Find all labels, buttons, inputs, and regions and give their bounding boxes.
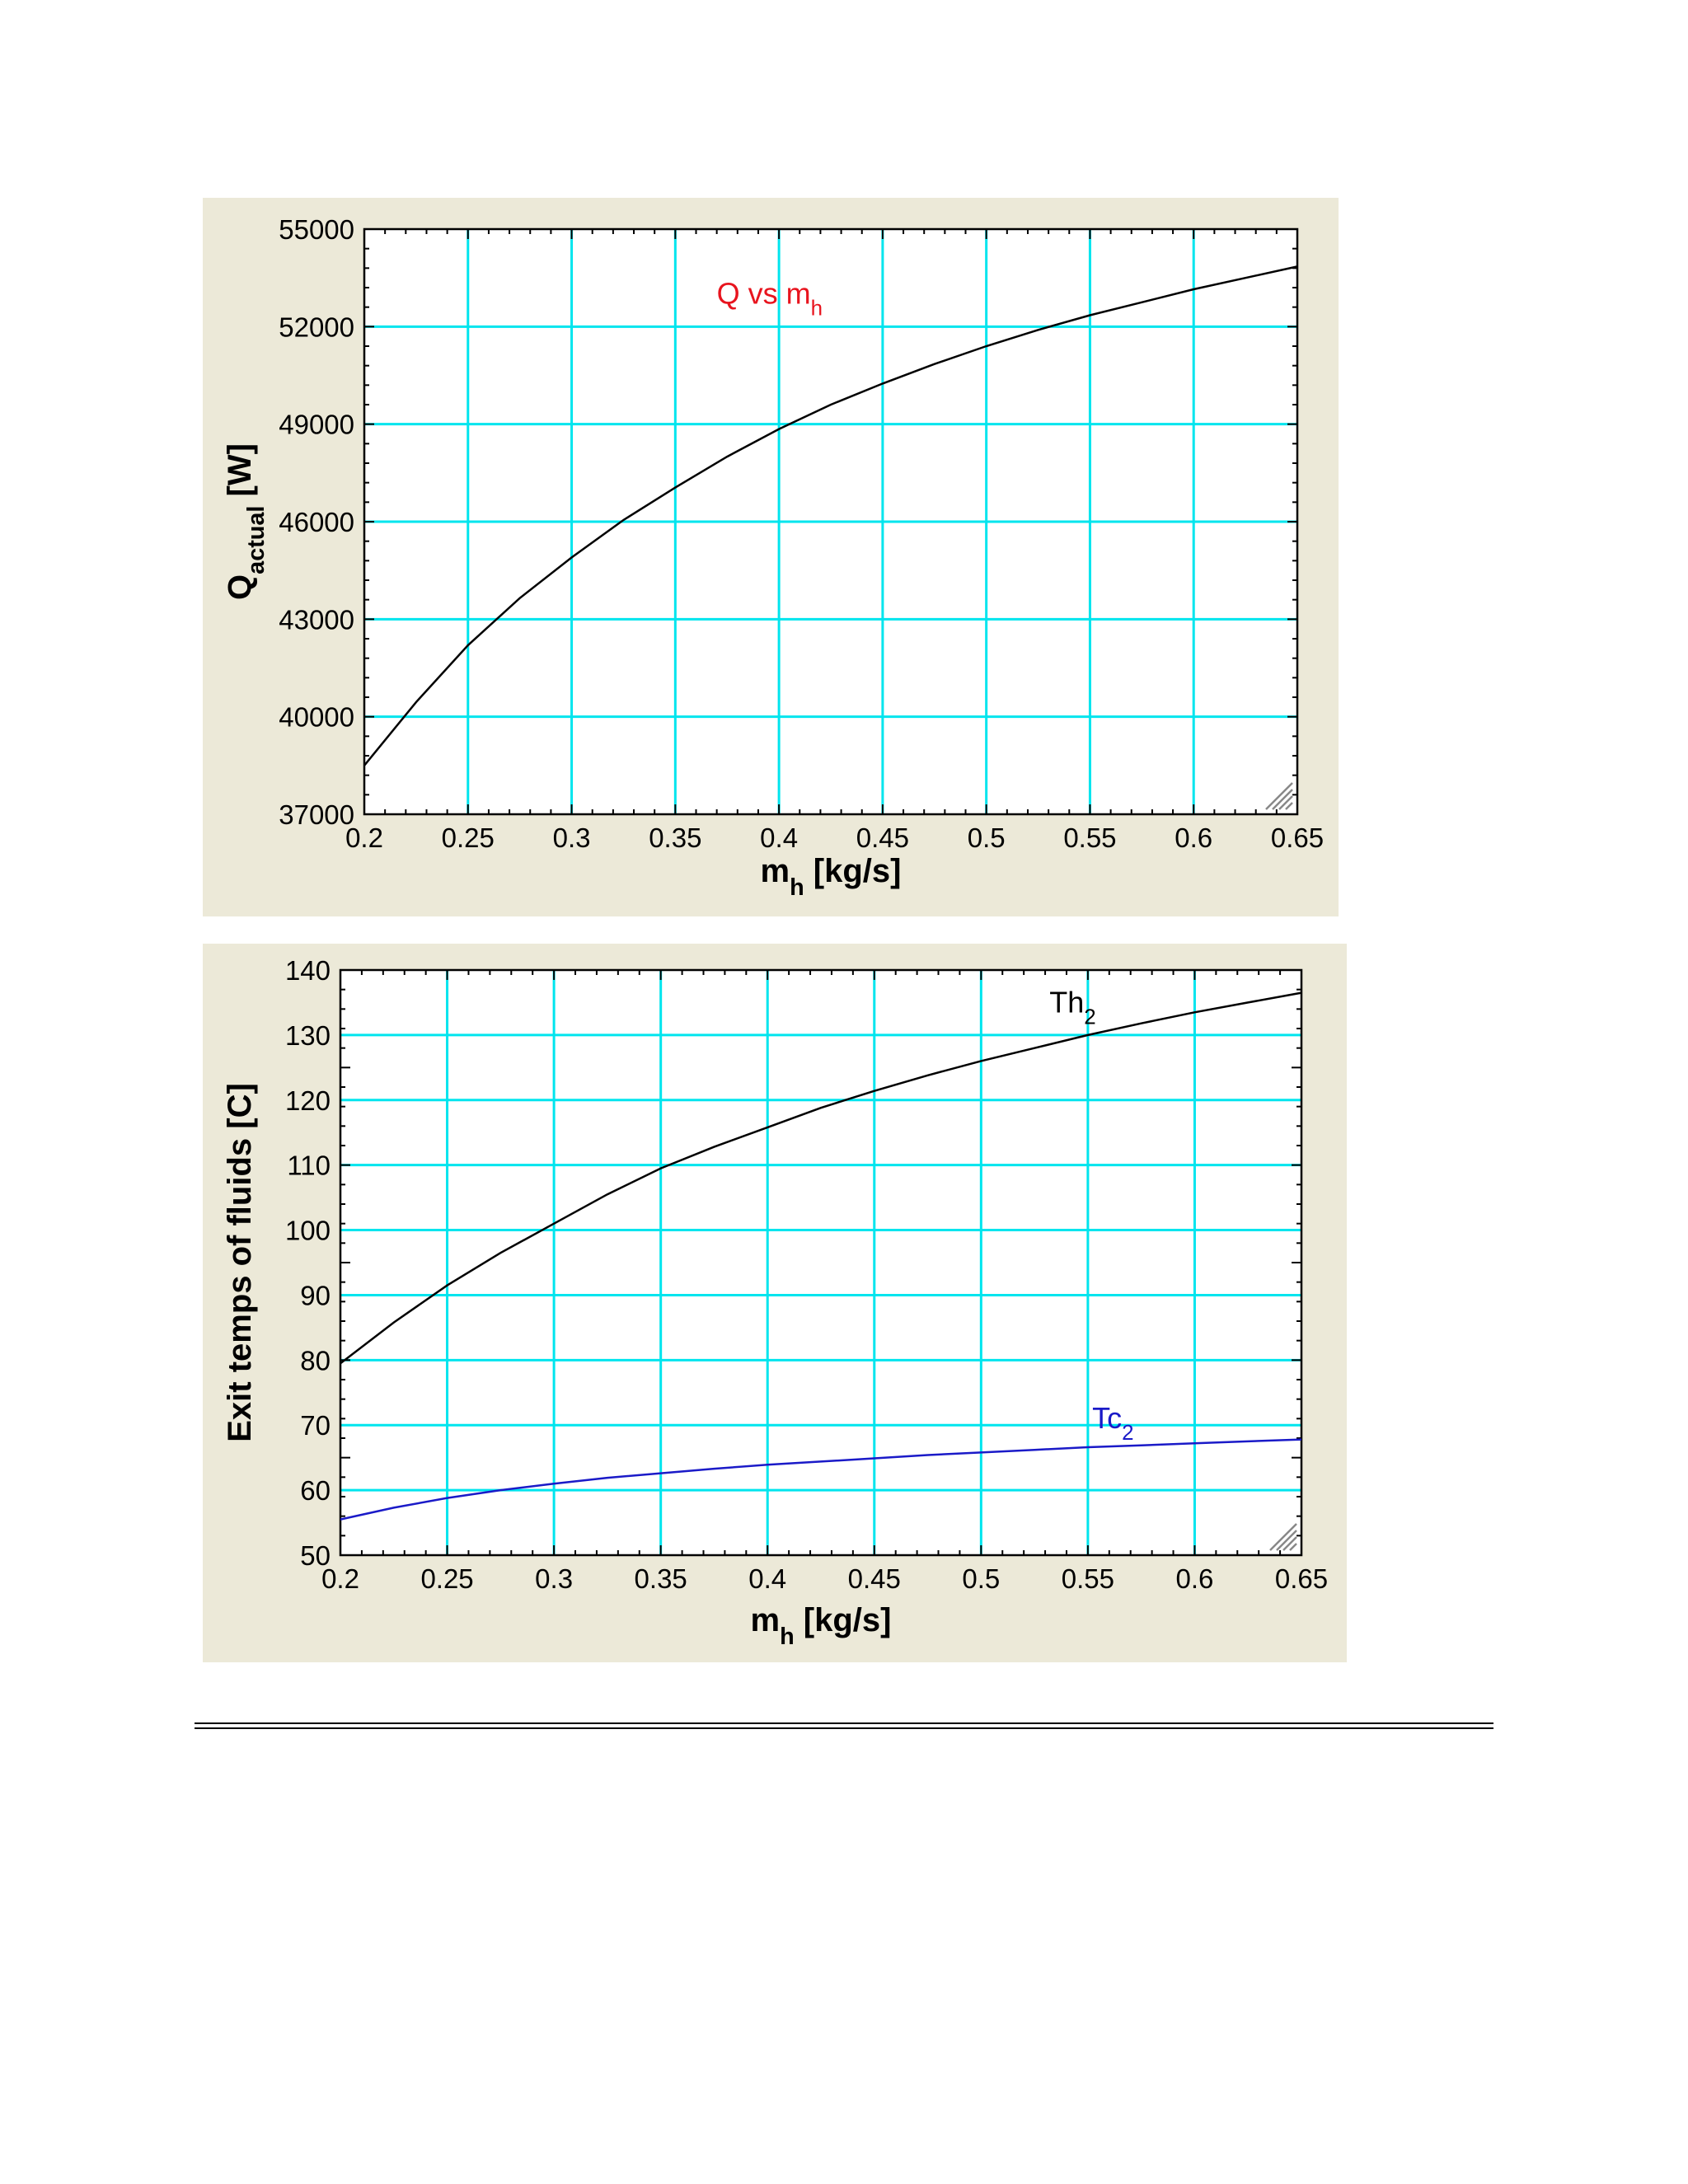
y-tick-label: 110 (287, 1151, 331, 1181)
chart-panel-exit-temps: 0.2 0.25 0.3 0.35 0.4 0.45 0.5 0.55 0.6 0.65 140 13… (203, 944, 1347, 1662)
series-line-1 (340, 1438, 1302, 1521)
x-tick-label: 0.55 (1063, 823, 1116, 853)
x-tick-label: 0.3 (553, 823, 591, 853)
x-tick-label: 0.35 (635, 1563, 687, 1594)
y-tick-label: 120 (285, 1085, 331, 1116)
x-axis-title: mh [kg/s] (751, 1602, 892, 1650)
grid (364, 229, 1297, 814)
resize-grip-icon (1269, 1523, 1297, 1551)
y-tick-label: 130 (285, 1020, 331, 1051)
divider-rule-top (195, 1722, 1493, 1724)
x-tick-label: 0.5 (968, 823, 1006, 853)
chart-panel-heat-rate: 0.2 0.25 0.3 0.35 0.4 0.45 0.5 0.55 0.6 0.65 55000… (203, 198, 1339, 916)
y-axis-title: Exit temps of fluids [C] (222, 1083, 258, 1442)
x-tick-label: 0.65 (1275, 1563, 1328, 1594)
plot-frame (363, 227, 1299, 816)
x-tick-label: 0.6 (1176, 1563, 1214, 1594)
series-label-1: Tc2 (1092, 1401, 1133, 1445)
y-tick-label: 70 (300, 1410, 331, 1441)
y-tick-label: 46000 (279, 507, 354, 537)
x-tick-label: 0.4 (748, 1563, 786, 1594)
y-tick-label: 60 (300, 1475, 331, 1506)
grid (340, 970, 1301, 1555)
y-tick-label: 43000 (279, 604, 354, 635)
divider-rule-bottom (195, 1727, 1493, 1729)
y-axis-title: Qactual [W] (222, 443, 270, 600)
y-tick-label: 55000 (279, 214, 354, 245)
x-tick-label: 0.6 (1175, 823, 1212, 853)
x-tick-label: 0.65 (1271, 823, 1324, 853)
x-tick-label: 0.2 (321, 1563, 359, 1594)
x-tick-label: 0.25 (420, 1563, 473, 1594)
y-tick-label: 49000 (279, 410, 354, 440)
resize-grip-icon (1265, 782, 1293, 810)
x-tick-label: 0.25 (442, 823, 495, 853)
x-axis-title: mh [kg/s] (761, 853, 902, 901)
x-tick-label: 0.35 (649, 823, 701, 853)
y-tick-label: 100 (285, 1216, 331, 1246)
x-tick-label: 0.4 (760, 823, 798, 853)
chart-exit-temps: 0.2 0.25 0.3 0.35 0.4 0.45 0.5 0.55 0.6 0.65 140 13… (222, 955, 1328, 1650)
y-tick-label: 40000 (279, 702, 354, 733)
x-tick-label: 0.5 (962, 1563, 1000, 1594)
minor-ticks (340, 969, 1302, 1556)
series-label-0: Th2 (1049, 985, 1095, 1029)
chart-heat-rate: 0.2 0.25 0.3 0.35 0.4 0.45 0.5 0.55 0.6 0.65 55000… (222, 214, 1324, 901)
y-tick-label: 50 (300, 1540, 331, 1571)
series-label-0: Q vs mh (717, 277, 823, 321)
y-tick-label: 90 (300, 1280, 331, 1310)
x-tick-label: 0.55 (1062, 1563, 1114, 1594)
y-tick-label: 80 (300, 1345, 331, 1376)
x-tick-label: 0.3 (535, 1563, 573, 1594)
y-tick-label: 37000 (279, 799, 354, 830)
x-tick-label: 0.2 (345, 823, 383, 853)
y-tick-label: 52000 (279, 312, 354, 342)
plot-frame (339, 968, 1303, 1557)
plot-area (340, 970, 1301, 1555)
x-tick-label: 0.45 (848, 1563, 901, 1594)
series-line-0 (340, 991, 1302, 1365)
x-tick-label: 0.45 (856, 823, 909, 853)
y-tick-label: 140 (285, 955, 331, 986)
series-line-0 (363, 265, 1298, 766)
